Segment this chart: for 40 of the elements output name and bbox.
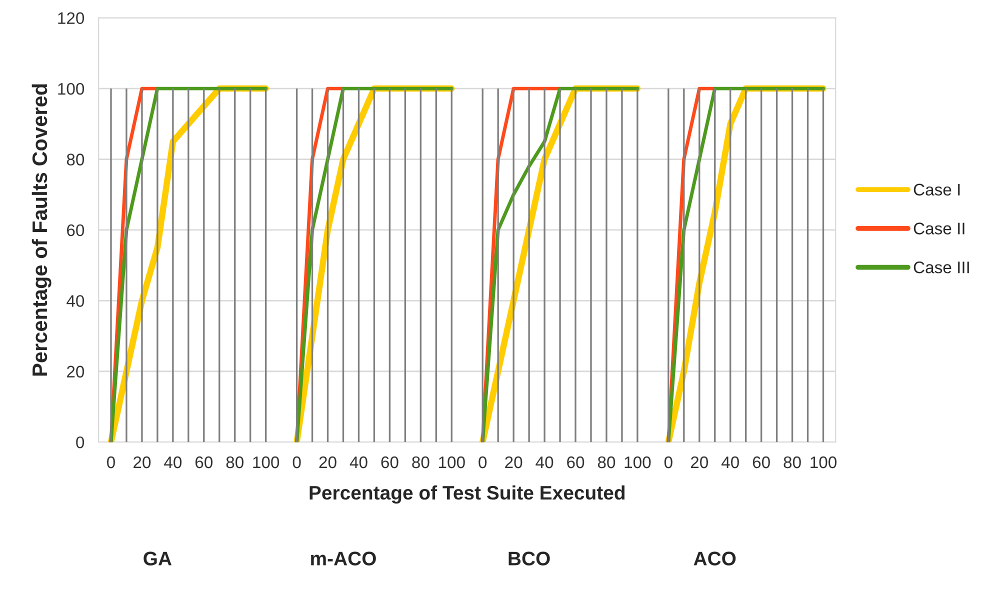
x-tick-label: 20: [690, 456, 708, 468]
x-tick-label: 100: [624, 456, 651, 468]
text: BCO: [508, 552, 550, 566]
y-tick-label: 100: [58, 82, 84, 95]
y-tick-label: 40: [66, 295, 84, 307]
x-tick-label: 100: [810, 456, 837, 468]
x-tick-label: 0: [292, 456, 301, 468]
y-tick-label: 80: [66, 154, 84, 166]
x-tick-label: 40: [721, 456, 739, 468]
legend-label: Case I: [914, 184, 960, 196]
legend-label: Case II: [914, 222, 964, 234]
y-tick-label: 60: [67, 224, 84, 236]
x-tick-label: 0: [107, 456, 115, 468]
y-tick-label: 20: [67, 366, 84, 378]
x-tick-label: 100: [253, 456, 280, 468]
x-tick-label: 40: [164, 456, 182, 468]
x-tick-label: 20: [505, 456, 522, 468]
x-tick-label: 80: [412, 456, 430, 468]
text: ACO: [694, 552, 736, 566]
x-tick-label: 20: [134, 456, 151, 468]
x-tick-label: 20: [319, 456, 336, 468]
x-tick-label: 60: [195, 456, 213, 468]
x-tick-label: 40: [536, 456, 554, 468]
x-tick-label: 60: [567, 456, 584, 468]
x-axis-title: Percentage of Test Suite Executed: [310, 485, 625, 504]
x-tick-label: 0: [664, 456, 672, 468]
x-tick-label: 60: [752, 456, 770, 468]
text: m-ACO: [311, 552, 376, 566]
y-axis-title: Percentage of Faults Covered: [32, 84, 52, 376]
x-tick-label: 80: [784, 456, 801, 468]
text: GA: [144, 552, 172, 566]
y-tick-label: 0: [76, 436, 84, 448]
x-tick-label: 0: [478, 456, 487, 468]
x-tick-label: 60: [381, 456, 398, 468]
x-tick-label: 80: [598, 456, 616, 468]
x-tick-label: 80: [226, 456, 244, 468]
y-tick-label: 120: [58, 12, 84, 24]
x-tick-label: 100: [439, 456, 465, 468]
legend-label: Case III: [914, 262, 969, 274]
x-tick-label: 40: [350, 456, 368, 468]
